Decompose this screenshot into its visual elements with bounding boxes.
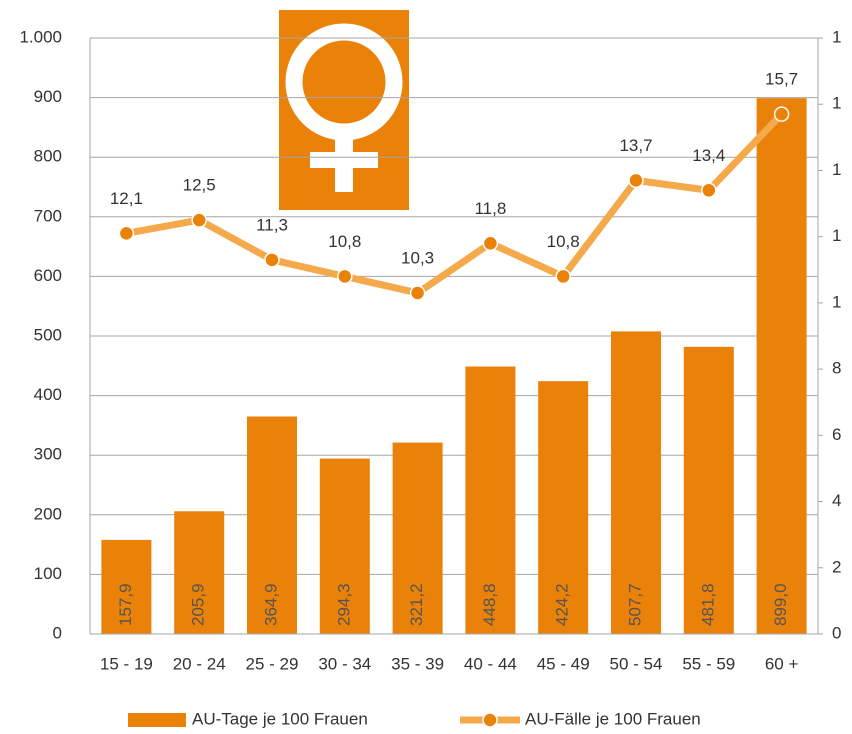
y2-tick-label: 0 [832, 623, 841, 642]
x-tick-label: 40 - 44 [464, 654, 517, 673]
x-tick-label: 45 - 49 [537, 654, 590, 673]
line-marker [118, 225, 135, 242]
line-value-label: 10,8 [328, 232, 361, 251]
line-marker [409, 285, 426, 301]
x-tick-label: 60 + [765, 654, 799, 673]
line-value-label: 11,8 [474, 199, 506, 218]
bar [611, 331, 661, 634]
y2-tick-label: 4 [832, 491, 841, 510]
bar [756, 98, 807, 635]
legend-label: AU-Fälle je 100 Frauen [525, 709, 701, 728]
y-tick-label: 700 [34, 206, 62, 225]
line-value-label: 11,3 [256, 215, 288, 234]
bar [538, 381, 589, 634]
y2-tick-label: 1 [832, 27, 841, 46]
legend-marker [482, 712, 498, 728]
line-value-label: 12,1 [110, 189, 143, 208]
bar-value-label: 321,2 [407, 583, 426, 626]
y2-tick-label: 1 [832, 94, 841, 113]
line-marker [701, 182, 717, 199]
line-marker [773, 106, 790, 122]
line-value-label: 12,5 [183, 176, 216, 195]
y-tick-label: 1.000 [19, 27, 62, 46]
y2-tick-label: 8 [832, 359, 841, 378]
legend-swatch [128, 713, 186, 727]
bar-value-label: 899,0 [771, 583, 790, 626]
line-value-label: 13,7 [619, 136, 652, 155]
y-tick-label: 100 [34, 564, 62, 583]
legend-label: AU-Tage je 100 Frauen [192, 709, 368, 728]
y-tick-label: 500 [34, 325, 62, 344]
x-tick-label: 20 - 24 [173, 654, 226, 673]
line [125, 111, 785, 297]
bar-value-label: 294,3 [334, 583, 353, 626]
y-tick-label: 600 [34, 266, 62, 285]
bar [247, 416, 297, 634]
bar-value-label: 364,9 [261, 583, 280, 626]
x-tick-label: 55 - 59 [682, 654, 735, 673]
bar-value-label: 507,7 [625, 583, 644, 626]
y2-tick-label: 1 [832, 226, 841, 245]
y-tick-label: 200 [34, 504, 62, 523]
bar [174, 511, 225, 634]
line-marker [337, 268, 353, 285]
bar [319, 458, 370, 634]
x-tick-label: 50 - 54 [610, 654, 663, 673]
bar-value-label: 157,9 [116, 583, 135, 626]
y2-tick-label: 1 [832, 292, 841, 311]
line-value-label: 10,8 [547, 232, 580, 251]
x-tick-label: 30 - 34 [318, 654, 371, 673]
line-value-label: 10,3 [401, 248, 434, 267]
y-tick-label: 800 [34, 147, 62, 166]
line-value-label: 15,7 [765, 70, 798, 89]
line-marker [482, 235, 499, 252]
line-marker [628, 172, 644, 189]
y2-tick-label: 2 [832, 557, 841, 576]
y2-tick-label: 6 [832, 425, 841, 444]
bar [392, 442, 443, 634]
bar [101, 539, 152, 634]
x-tick-label: 25 - 29 [246, 654, 299, 673]
line-marker [191, 212, 207, 228]
bar-value-label: 205,9 [189, 583, 208, 626]
y-tick-label: 300 [34, 445, 62, 464]
x-tick-label: 35 - 39 [391, 654, 444, 673]
female-icon [279, 10, 409, 210]
bar [465, 366, 516, 634]
y-tick-label: 0 [53, 623, 62, 642]
bar [683, 346, 734, 634]
line-value-label: 13,4 [692, 146, 725, 165]
y2-tick-label: 1 [832, 160, 841, 179]
line-marker [555, 268, 571, 285]
bar-value-label: 481,8 [698, 583, 717, 626]
bar-value-label: 448,8 [480, 583, 499, 626]
y-tick-label: 900 [34, 87, 62, 106]
line-marker [264, 252, 280, 268]
x-tick-label: 15 - 19 [100, 654, 153, 673]
bar-value-label: 424,2 [553, 583, 572, 626]
y-tick-label: 400 [34, 385, 62, 404]
